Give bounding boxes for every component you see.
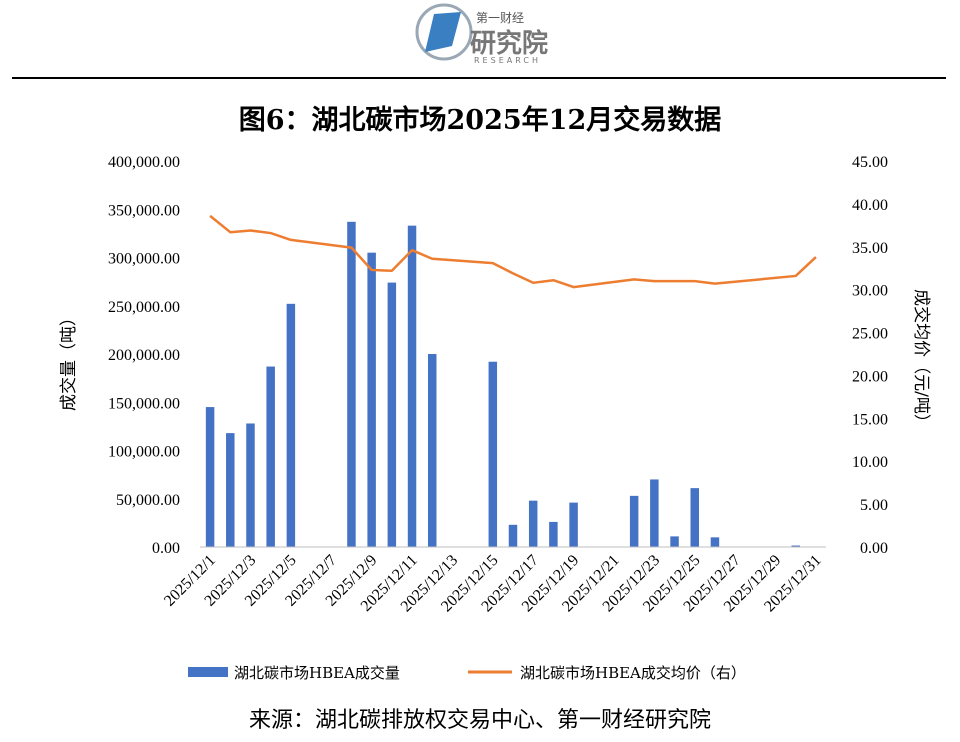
y-tick-label: 100,000.00	[108, 444, 180, 461]
y-tick-label: 300,000.00	[108, 251, 180, 268]
logo-sub-text: RESEARCH	[474, 56, 541, 65]
bar	[387, 282, 397, 547]
bar	[670, 536, 679, 547]
bar	[650, 479, 659, 547]
bar	[347, 221, 356, 548]
y2-tick-label: 35.00	[852, 240, 888, 257]
y-tick-label: 400,000.00	[108, 154, 180, 171]
legend-bar-swatch	[188, 667, 228, 677]
chart-title: 图6：湖北碳市场2025年12月交易数据	[238, 105, 722, 136]
logo-emblem-icon	[425, 12, 461, 52]
logo-small-text: 第一财经	[476, 11, 524, 25]
bar	[266, 366, 275, 547]
bar	[286, 303, 296, 547]
logo-graphic: 第一财经 研究院 RESEARCH	[415, 3, 548, 65]
bar	[629, 495, 639, 547]
x-axis: 2025/12/12025/12/32025/12/52025/12/72025…	[161, 552, 825, 616]
research-logo: 第一财经 研究院 RESEARCH	[0, 0, 960, 70]
y-tick-label: 0.00	[152, 540, 180, 557]
bar	[226, 433, 235, 547]
y2-tick-label: 40.00	[852, 197, 888, 214]
y-tick-label: 350,000.00	[108, 202, 180, 219]
header-rule	[12, 77, 946, 79]
price-line	[209, 214, 817, 289]
bar	[508, 524, 518, 547]
y2-tick-label: 15.00	[852, 411, 888, 428]
bar	[407, 225, 417, 547]
y2-tick-label: 25.00	[852, 326, 888, 343]
y2-tick-label: 0.00	[860, 540, 888, 557]
left-y-axis: 0.00 50,000.00 100,000.00 150,000.00 200,000…	[108, 154, 180, 557]
logo-main-text: 研究院	[470, 28, 548, 59]
y2-tick-label: 5.00	[860, 497, 888, 514]
bar	[367, 252, 376, 548]
source-note: 来源：湖北碳排放权交易中心、第一财经研究院	[248, 708, 711, 733]
y2-tick-label: 45.00	[852, 154, 888, 171]
logo-ring-icon	[415, 3, 473, 61]
left-axis-label: 成交量（吨）	[59, 309, 79, 411]
legend-line-label: 湖北碳市场HBEA成交均价（右）	[520, 664, 746, 682]
right-y-axis: 0.00 5.00 10.00 15.00 20.00 25.00 30.00 35.00 40…	[852, 154, 888, 557]
bar	[690, 488, 699, 547]
bar	[791, 545, 800, 547]
y2-tick-label: 20.00	[852, 368, 888, 385]
y-tick-label: 150,000.00	[108, 395, 180, 412]
bar	[528, 500, 538, 547]
y2-tick-label: 30.00	[852, 283, 888, 300]
bar	[549, 521, 558, 547]
bar	[710, 537, 720, 547]
y-tick-label: 50,000.00	[116, 492, 180, 509]
bar	[569, 502, 578, 547]
y2-tick-label: 10.00	[852, 454, 888, 471]
bar	[427, 354, 437, 547]
legend: 湖北碳市场HBEA成交量 湖北碳市场HBEA成交均价（右）	[188, 664, 746, 682]
legend-bar-label: 湖北碳市场HBEA成交量	[234, 664, 400, 682]
bar-series	[205, 221, 800, 548]
line-series	[209, 214, 817, 289]
bar	[205, 407, 215, 547]
bar	[246, 423, 255, 547]
right-axis-label: 成交均价（元/吨）	[911, 289, 931, 431]
y-tick-label: 250,000.00	[108, 299, 180, 316]
y-tick-label: 200,000.00	[108, 347, 180, 364]
bar	[488, 361, 498, 547]
